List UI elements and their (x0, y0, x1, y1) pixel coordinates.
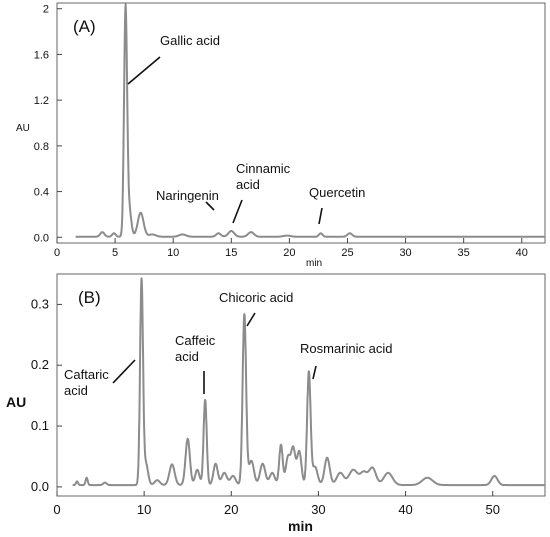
panel-b-x-tick-label: 40 (398, 502, 412, 517)
panel-b-y-tick-label: 0.3 (31, 296, 49, 311)
panel-a-x-tick-label: 0 (54, 247, 60, 259)
panel-a-annotation-pointer (205, 201, 215, 211)
panel-a-trace (74, 3, 546, 238)
panel-a-annotations: Gallic acid Naringenin Cinnamic acid Quercet… (127, 33, 365, 225)
panel-b-peak-annotation: Rosmarinic acid (300, 341, 392, 356)
panel-a-annotation-pointer (127, 56, 161, 85)
panel-a-y-axis-label: AU (16, 123, 30, 134)
panel-b-plot-frame (56, 273, 546, 497)
panel-a-x-tick-label: 10 (167, 247, 179, 259)
panel-a-y-tick-label: 0.4 (34, 187, 49, 199)
panel-b-annotation-pointer (246, 312, 256, 327)
panel-b-annotations: Caftaric acid Caffeic acid Chicoric acid Rosm… (64, 290, 392, 398)
panel-a-x-tick-label: 35 (458, 247, 470, 259)
panel-a-chromatogram-line (74, 3, 546, 238)
panel-b-ticks: 0 10 20 30 40 50 0.0 0.1 0.2 0.3 (31, 296, 500, 517)
panel-a-y-tick-label: 0.8 (34, 141, 49, 153)
panel-a: (A) AU min 0 5 10 15 20 25 30 35 40 0.0 0.4 0.8 1.2 1… (16, 2, 546, 269)
panel-a-x-tick-label: 20 (283, 247, 295, 259)
panel-a-x-tick-label: 25 (341, 247, 353, 259)
panel-a-ticks: 0 5 10 15 20 25 30 35 40 0.0 0.4 0.8 1.2 1.6 2 (34, 4, 528, 259)
panel-a-annotation-pointer (232, 199, 243, 224)
panel-b-annotation-pointer (112, 359, 136, 384)
panel-b-x-tick-label: 0 (53, 502, 60, 517)
panel-b-label: (B) (78, 288, 101, 307)
panel-b-peak-annotation: Caftaric acid (64, 367, 109, 398)
panel-a-y-tick-label: 0.0 (34, 232, 49, 244)
panel-b-x-tick-label: 10 (137, 502, 151, 517)
panel-b-y-axis-label: AU (6, 394, 26, 410)
panel-a-x-tick-label: 15 (225, 247, 237, 259)
panel-b-annotation-pointer (312, 365, 317, 380)
panel-a-y-tick-label: 2 (43, 4, 49, 16)
panel-b-x-tick-label: 50 (485, 502, 499, 517)
panel-a-peak-annotation: Naringenin (156, 188, 219, 203)
panel-b-y-tick-label: 0.1 (31, 418, 49, 433)
panel-b-chromatogram-line (71, 277, 546, 487)
panel-a-x-tick-label: 30 (399, 247, 411, 259)
panel-a-plot-frame (56, 2, 546, 244)
panel-b: (B) AU min 0 10 20 30 40 50 0.0 0.1 0.2 0.3 Cafta… (6, 273, 546, 534)
panel-b-x-axis-label: min (288, 518, 313, 534)
panel-b-x-tick-label: 30 (311, 502, 325, 517)
panel-a-label: (A) (73, 17, 96, 36)
panel-a-peak-annotation: Quercetin (309, 185, 365, 200)
panel-a-x-tick-label: 40 (516, 247, 528, 259)
panel-a-peak-annotation: Gallic acid (160, 33, 220, 48)
panel-b-x-tick-label: 20 (224, 502, 238, 517)
panel-a-y-tick-label: 1.6 (34, 49, 49, 61)
panel-b-y-tick-label: 0.0 (31, 479, 49, 494)
panel-a-annotation-pointer (318, 207, 323, 225)
panel-b-y-tick-label: 0.2 (31, 357, 49, 372)
panel-a-y-tick-label: 1.2 (34, 95, 49, 107)
panel-b-peak-annotation: Chicoric acid (219, 290, 293, 305)
panel-a-x-axis-label: min (306, 258, 322, 269)
panel-a-x-tick-label: 5 (112, 247, 118, 259)
panel-b-trace (71, 277, 546, 487)
panel-a-peak-annotation: Cinnamic acid (236, 161, 291, 192)
panel-b-peak-annotation: Caffeic acid (175, 333, 216, 364)
